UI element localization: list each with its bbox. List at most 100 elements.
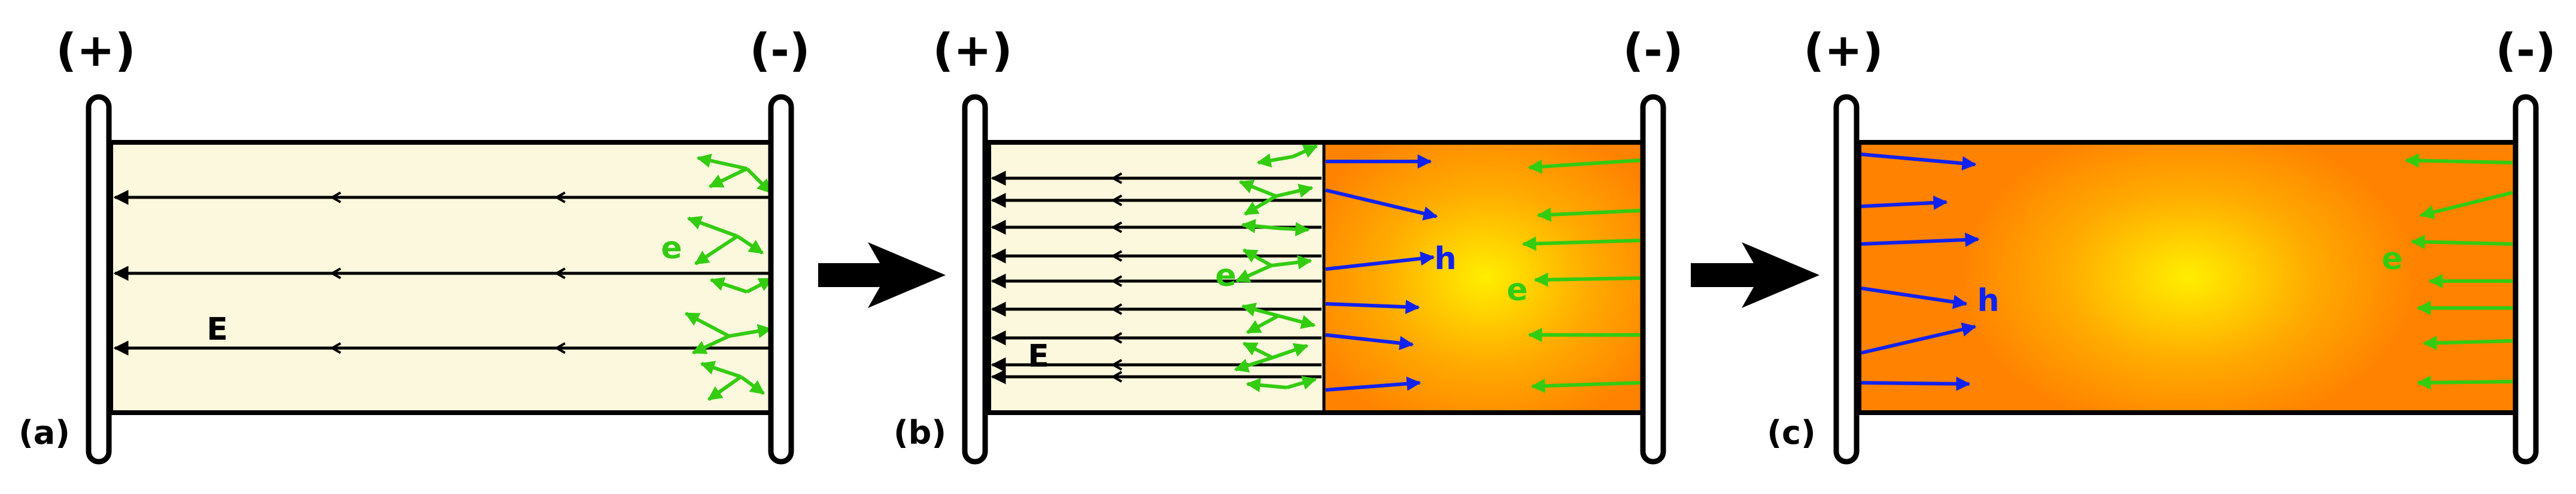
field-line-chevron xyxy=(554,342,566,354)
tube-c xyxy=(1857,140,2520,415)
electron-arrow xyxy=(696,153,748,170)
hole-arrow xyxy=(1861,376,1971,391)
electron-arrow xyxy=(700,361,742,379)
anode-electrode-c xyxy=(1833,94,1860,465)
anode-electrode-b xyxy=(962,94,988,465)
hole-arrow xyxy=(1325,376,1421,392)
holes-b xyxy=(1325,154,1438,392)
panel-label-a: (a) xyxy=(19,414,70,452)
field-line-chevron xyxy=(1110,332,1122,344)
field-label-a: E xyxy=(206,312,228,347)
electron-arrow xyxy=(1234,356,1273,373)
plasma-electron-arrow xyxy=(1530,379,1641,394)
electron-arrow xyxy=(1238,179,1277,198)
plasma-electron-arrow xyxy=(1527,158,1641,174)
hole-arrow xyxy=(1325,333,1414,350)
electron-label-c: e xyxy=(2381,241,2402,277)
electron-arrow xyxy=(736,234,764,255)
holes-c xyxy=(1861,153,1980,391)
electron-arrow xyxy=(745,167,773,194)
cathode-label-b: (-) xyxy=(1623,23,1683,77)
anode-label-b: (+) xyxy=(932,23,1012,77)
electrons-a xyxy=(684,153,774,401)
transition-arrow-2 xyxy=(1691,242,1819,308)
hole-label-b: h xyxy=(1434,241,1456,277)
electron-arrow xyxy=(740,375,765,395)
electron-arrow xyxy=(1243,194,1277,216)
hole-arrow xyxy=(1861,286,1968,309)
field-line-chevron xyxy=(554,191,566,203)
field-line-chevron xyxy=(1110,371,1122,383)
cathode-electrode-c xyxy=(2513,94,2539,465)
hole-arrow xyxy=(1861,153,1977,171)
anode-electrode-a xyxy=(86,94,112,465)
electron-arrow xyxy=(2410,234,2513,249)
electron-arrow xyxy=(709,277,748,294)
electron-arrow xyxy=(2416,375,2513,390)
field-line-chevron xyxy=(1110,172,1122,184)
electron-label-a: e xyxy=(661,230,682,266)
hole-arrow xyxy=(1861,232,1980,247)
cathode-electrode-a xyxy=(768,94,794,465)
electron-arrow xyxy=(686,216,739,238)
panel-b: (+) (-) E e h e (b) xyxy=(894,23,1684,465)
field-line-chevron xyxy=(1110,303,1122,315)
field-line-chevron xyxy=(1110,359,1122,371)
plasma-electron-arrow xyxy=(1536,207,1641,222)
electron-arrow xyxy=(1286,376,1317,390)
field-line-chevron xyxy=(554,267,566,279)
field-line-chevron xyxy=(329,342,341,354)
electron-arrow xyxy=(708,167,748,188)
electron-arrow xyxy=(1272,343,1309,359)
cathode-electrode-b xyxy=(1640,94,1666,465)
field-label-b: E xyxy=(1028,339,1049,374)
plasma-electron-arrow xyxy=(1521,236,1641,251)
hole-arrow xyxy=(1325,300,1420,315)
hole-arrow xyxy=(1861,196,1948,211)
panel-label-b: (b) xyxy=(894,414,946,452)
hole-arrow xyxy=(1861,322,1977,355)
field-line-chevron xyxy=(329,191,341,203)
electron-arrow xyxy=(684,312,730,338)
tube-a xyxy=(108,140,783,415)
electrons-c xyxy=(2404,153,2513,390)
electron-arrow xyxy=(1241,302,1279,318)
hole-arrow xyxy=(1325,251,1435,271)
cathode-label-c: (-) xyxy=(2495,23,2556,77)
field-line-chevron xyxy=(329,267,341,279)
electron-arrow xyxy=(1292,144,1319,158)
cathode-label-a: (-) xyxy=(749,23,810,77)
field-line-chevron xyxy=(1110,275,1122,287)
tube-b-gas xyxy=(989,142,1324,413)
electron-arrow xyxy=(1241,219,1281,233)
right-arrow-icon xyxy=(818,242,946,308)
electron-arrow xyxy=(1280,222,1310,237)
hole-arrow xyxy=(1325,188,1438,221)
field-line-chevron xyxy=(1110,221,1122,233)
right-arrow-icon xyxy=(1691,242,1819,308)
field-line-chevron xyxy=(1110,194,1122,206)
electron-arrow xyxy=(1235,264,1272,283)
electron-arrow xyxy=(1246,378,1287,392)
plasma-electron-arrow xyxy=(1533,272,1641,287)
electron-arrow xyxy=(694,234,739,266)
hole-label-c: h xyxy=(1977,283,1999,319)
electron-arrow xyxy=(746,277,774,294)
field-lines-a xyxy=(113,190,772,356)
electron-arrow xyxy=(1242,248,1272,267)
electron-arrow xyxy=(1246,314,1280,334)
panel-c: (+) (-) e h (c) xyxy=(1767,23,2556,465)
transition-arrow-1 xyxy=(818,242,946,308)
electron-arrow xyxy=(1275,184,1314,198)
plasma-electrons-b xyxy=(1521,158,1641,394)
electron-arrow xyxy=(691,334,730,355)
panel-label-c: (c) xyxy=(1767,414,1815,452)
electron-arrow xyxy=(707,375,742,401)
electron-arrow xyxy=(2419,191,2513,219)
panel-a: (+) (-) E e (a) xyxy=(19,23,810,465)
anode-label-c: (+) xyxy=(1803,23,1883,77)
field-line-chevron xyxy=(1110,250,1122,262)
electron-arrow xyxy=(2404,153,2513,168)
electron-arrow xyxy=(2422,336,2513,350)
